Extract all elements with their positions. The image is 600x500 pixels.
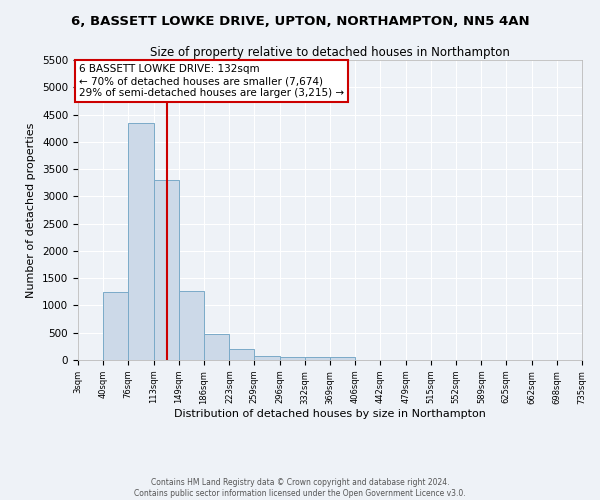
Bar [128,122,154,360]
Bar [179,290,204,360]
Y-axis label: Number of detached properties: Number of detached properties [26,122,37,298]
Bar [154,180,179,360]
Bar [229,349,254,360]
Text: 6, BASSETT LOWKE DRIVE, UPTON, NORTHAMPTON, NN5 4AN: 6, BASSETT LOWKE DRIVE, UPTON, NORTHAMPT… [71,15,529,28]
Bar [204,334,229,360]
Bar [254,356,280,360]
Bar [305,357,330,360]
Text: 6 BASSETT LOWKE DRIVE: 132sqm
← 70% of detached houses are smaller (7,674)
29% o: 6 BASSETT LOWKE DRIVE: 132sqm ← 70% of d… [79,64,344,98]
Title: Size of property relative to detached houses in Northampton: Size of property relative to detached ho… [150,46,510,59]
X-axis label: Distribution of detached houses by size in Northampton: Distribution of detached houses by size … [174,409,486,419]
Bar [330,357,355,360]
Bar [103,292,128,360]
Bar [280,357,305,360]
Text: Contains HM Land Registry data © Crown copyright and database right 2024.
Contai: Contains HM Land Registry data © Crown c… [134,478,466,498]
